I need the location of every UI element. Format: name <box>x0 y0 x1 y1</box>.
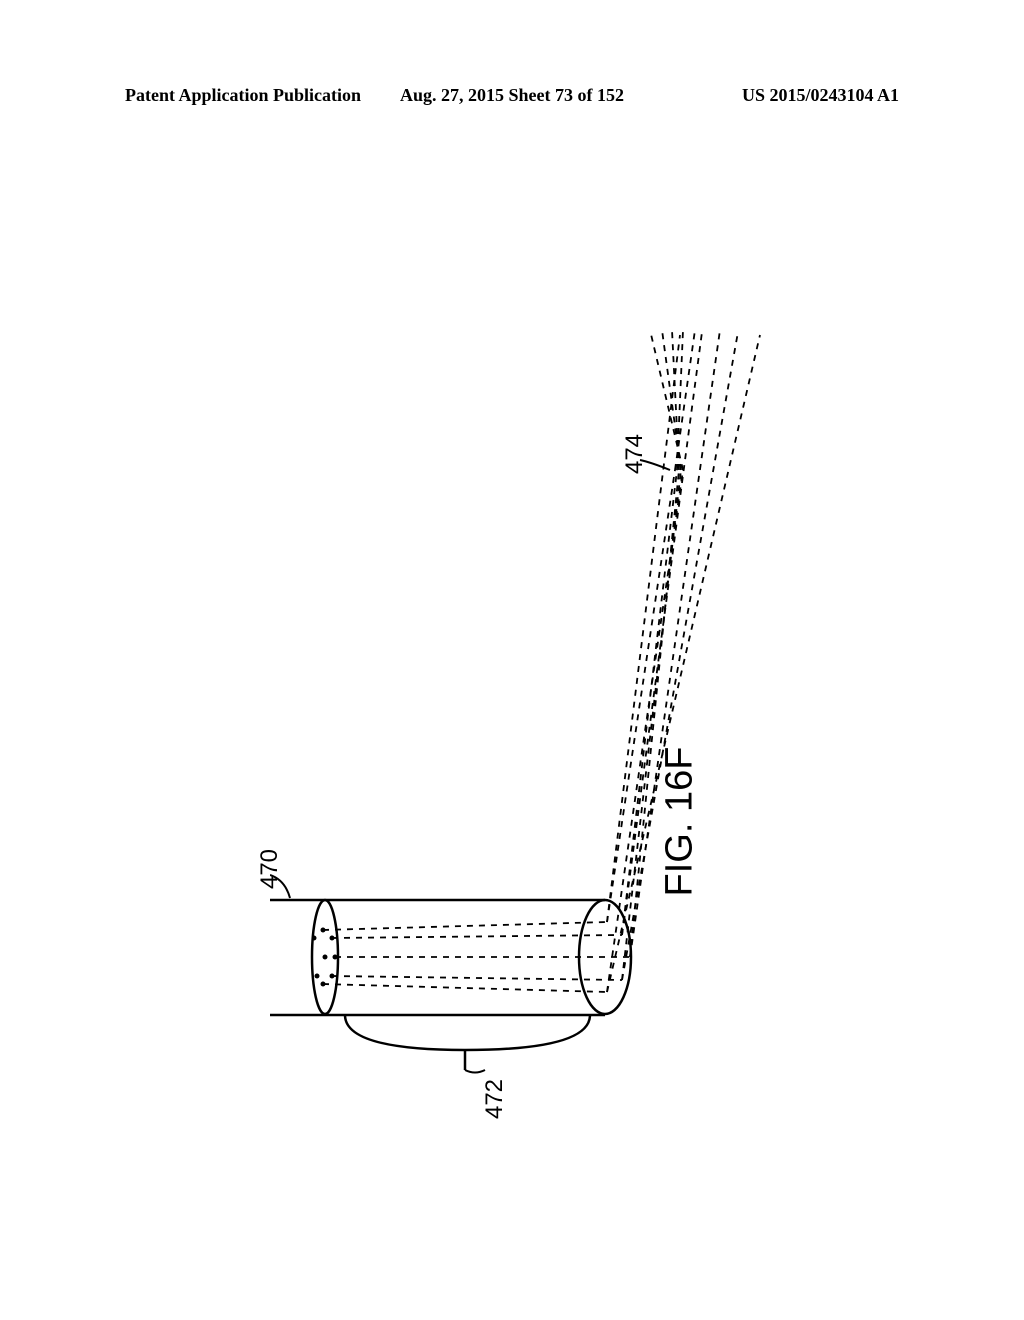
ref-470: 470 <box>256 849 284 889</box>
ref-474: 474 <box>621 434 649 474</box>
figure-label: FIG. 16F <box>658 747 701 897</box>
header-pub-number: US 2015/0243104 A1 <box>641 85 899 106</box>
figure-16f: FIG. 16F 470 472 474 <box>270 180 790 1180</box>
ref-472: 472 <box>481 1079 509 1119</box>
header-date-sheet: Aug. 27, 2015 Sheet 73 of 152 <box>383 85 641 106</box>
header-publication: Patent Application Publication <box>125 85 383 106</box>
diagram-svg <box>270 180 790 1180</box>
